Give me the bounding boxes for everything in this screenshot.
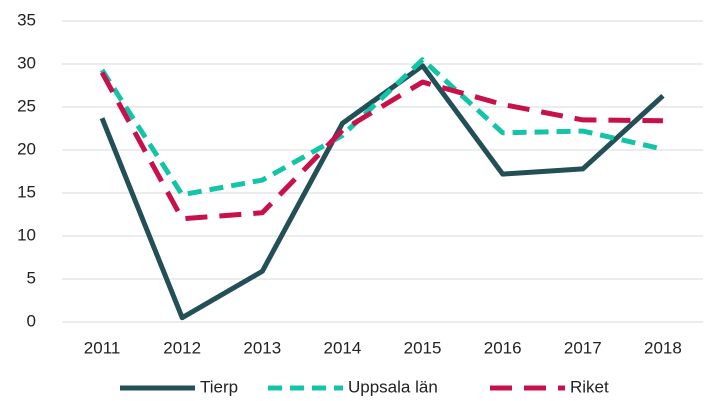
y-tick-label: 5 bbox=[27, 268, 36, 287]
x-tick-label: 2018 bbox=[644, 338, 682, 357]
x-tick-label: 2016 bbox=[484, 338, 522, 357]
x-tick-label: 2015 bbox=[404, 338, 442, 357]
y-tick-label: 15 bbox=[17, 182, 36, 201]
legend-label: Tierp bbox=[200, 377, 238, 396]
x-tick-label: 2012 bbox=[163, 338, 201, 357]
legend-label: Riket bbox=[570, 377, 609, 396]
y-tick-label: 35 bbox=[17, 10, 36, 29]
y-tick-label: 30 bbox=[17, 53, 36, 72]
legend-label: Uppsala län bbox=[348, 377, 438, 396]
y-tick-label: 0 bbox=[27, 311, 36, 330]
x-tick-label: 2013 bbox=[243, 338, 281, 357]
series-line bbox=[99, 71, 663, 222]
y-tick-label: 20 bbox=[17, 139, 36, 158]
y-tick-label: 25 bbox=[17, 96, 36, 115]
x-tick-label: 2017 bbox=[564, 338, 602, 357]
series-line bbox=[99, 57, 664, 198]
y-tick-label: 10 bbox=[17, 225, 36, 244]
x-tick-label: 2014 bbox=[324, 338, 362, 357]
x-tick-label: 2011 bbox=[84, 338, 121, 357]
